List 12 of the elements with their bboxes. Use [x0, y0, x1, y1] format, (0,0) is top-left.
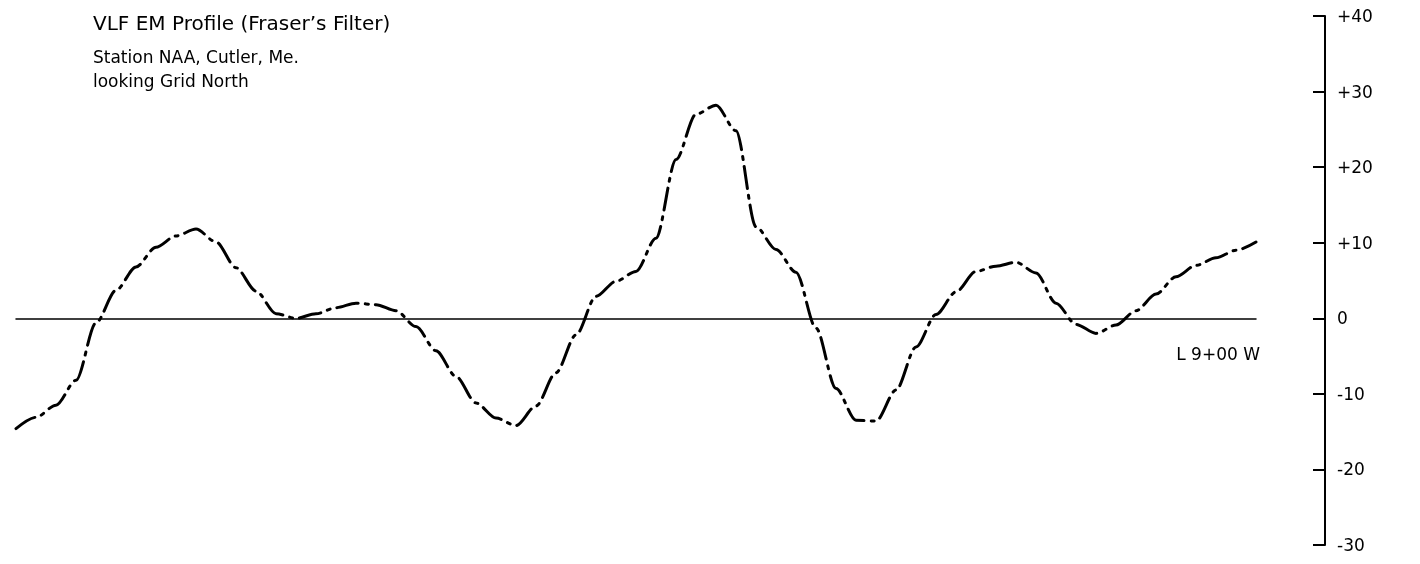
annotation: L 9+00 W	[1176, 343, 1261, 364]
y-tick-label: -20	[1337, 459, 1365, 480]
y-tick-label: +30	[1337, 81, 1373, 102]
y-tick-label: -30	[1337, 535, 1365, 555]
y-tick-label: +20	[1337, 157, 1373, 178]
line-series	[14, 103, 1258, 431]
y-tick-label: +10	[1337, 232, 1373, 253]
y-tick-label: +40	[1337, 6, 1373, 26]
chart-title: VLF EM Profile (Fraser’s Filter)	[93, 11, 391, 35]
y-tick-label: 0	[1337, 308, 1348, 329]
y-tick-label: -10	[1337, 383, 1365, 404]
text: Station NAA, Cutler, Me. looking Grid North	[93, 47, 299, 91]
